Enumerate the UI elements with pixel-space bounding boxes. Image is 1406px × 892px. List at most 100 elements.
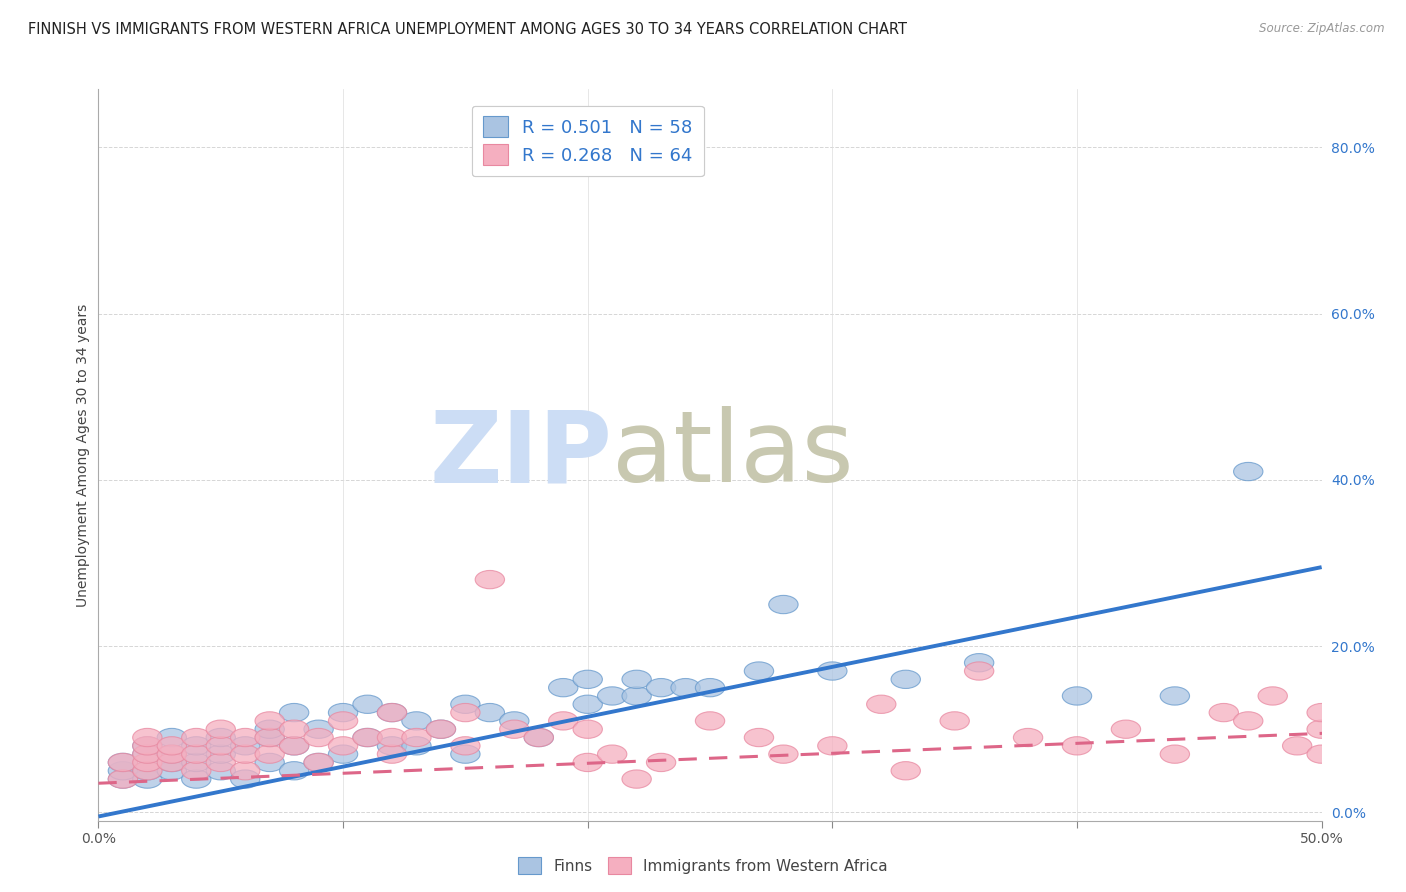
Ellipse shape (304, 754, 333, 772)
Ellipse shape (157, 729, 187, 747)
Ellipse shape (132, 762, 162, 780)
Ellipse shape (818, 662, 846, 681)
Ellipse shape (132, 762, 162, 780)
Ellipse shape (207, 745, 235, 764)
Ellipse shape (329, 704, 357, 722)
Ellipse shape (108, 754, 138, 772)
Ellipse shape (818, 737, 846, 755)
Ellipse shape (451, 745, 479, 764)
Ellipse shape (280, 737, 309, 755)
Ellipse shape (1308, 704, 1336, 722)
Ellipse shape (1233, 462, 1263, 481)
Ellipse shape (891, 762, 921, 780)
Ellipse shape (377, 704, 406, 722)
Ellipse shape (157, 737, 187, 755)
Ellipse shape (108, 770, 138, 789)
Ellipse shape (866, 695, 896, 714)
Ellipse shape (231, 729, 260, 747)
Ellipse shape (353, 695, 382, 714)
Ellipse shape (181, 729, 211, 747)
Ellipse shape (108, 762, 138, 780)
Ellipse shape (475, 704, 505, 722)
Ellipse shape (377, 737, 406, 755)
Ellipse shape (598, 687, 627, 705)
Ellipse shape (1160, 687, 1189, 705)
Ellipse shape (621, 770, 651, 789)
Ellipse shape (451, 695, 479, 714)
Ellipse shape (207, 762, 235, 780)
Ellipse shape (1209, 704, 1239, 722)
Ellipse shape (132, 745, 162, 764)
Ellipse shape (1233, 712, 1263, 730)
Ellipse shape (647, 754, 676, 772)
Y-axis label: Unemployment Among Ages 30 to 34 years: Unemployment Among Ages 30 to 34 years (76, 303, 90, 607)
Ellipse shape (280, 704, 309, 722)
Ellipse shape (1014, 729, 1043, 747)
Ellipse shape (132, 745, 162, 764)
Ellipse shape (1063, 687, 1091, 705)
Ellipse shape (157, 754, 187, 772)
Ellipse shape (548, 712, 578, 730)
Ellipse shape (231, 745, 260, 764)
Ellipse shape (181, 754, 211, 772)
Ellipse shape (1308, 745, 1336, 764)
Ellipse shape (574, 754, 602, 772)
Ellipse shape (499, 720, 529, 739)
Ellipse shape (254, 745, 284, 764)
Ellipse shape (426, 720, 456, 739)
Ellipse shape (965, 662, 994, 681)
Ellipse shape (132, 754, 162, 772)
Ellipse shape (744, 729, 773, 747)
Text: FINNISH VS IMMIGRANTS FROM WESTERN AFRICA UNEMPLOYMENT AMONG AGES 30 TO 34 YEARS: FINNISH VS IMMIGRANTS FROM WESTERN AFRIC… (28, 22, 907, 37)
Ellipse shape (132, 729, 162, 747)
Ellipse shape (451, 704, 479, 722)
Ellipse shape (1258, 687, 1288, 705)
Ellipse shape (254, 729, 284, 747)
Ellipse shape (769, 595, 799, 614)
Ellipse shape (181, 762, 211, 780)
Ellipse shape (157, 745, 187, 764)
Ellipse shape (574, 695, 602, 714)
Ellipse shape (231, 770, 260, 789)
Legend: R = 0.501   N = 58, R = 0.268   N = 64: R = 0.501 N = 58, R = 0.268 N = 64 (472, 105, 703, 176)
Ellipse shape (231, 737, 260, 755)
Ellipse shape (304, 720, 333, 739)
Ellipse shape (207, 720, 235, 739)
Ellipse shape (1160, 745, 1189, 764)
Text: atlas: atlas (612, 407, 853, 503)
Ellipse shape (181, 770, 211, 789)
Ellipse shape (1308, 720, 1336, 739)
Ellipse shape (451, 737, 479, 755)
Ellipse shape (524, 729, 554, 747)
Ellipse shape (475, 571, 505, 589)
Ellipse shape (181, 737, 211, 755)
Ellipse shape (280, 737, 309, 755)
Ellipse shape (329, 745, 357, 764)
Ellipse shape (1111, 720, 1140, 739)
Ellipse shape (254, 720, 284, 739)
Ellipse shape (207, 737, 235, 755)
Ellipse shape (574, 670, 602, 689)
Ellipse shape (965, 654, 994, 672)
Legend: Finns, Immigrants from Western Africa: Finns, Immigrants from Western Africa (512, 851, 894, 880)
Ellipse shape (157, 745, 187, 764)
Ellipse shape (377, 704, 406, 722)
Ellipse shape (254, 712, 284, 730)
Ellipse shape (426, 720, 456, 739)
Text: Source: ZipAtlas.com: Source: ZipAtlas.com (1260, 22, 1385, 36)
Ellipse shape (254, 754, 284, 772)
Ellipse shape (621, 687, 651, 705)
Ellipse shape (574, 720, 602, 739)
Ellipse shape (280, 762, 309, 780)
Ellipse shape (207, 754, 235, 772)
Text: ZIP: ZIP (429, 407, 612, 503)
Ellipse shape (402, 729, 432, 747)
Ellipse shape (548, 679, 578, 697)
Ellipse shape (207, 729, 235, 747)
Ellipse shape (132, 737, 162, 755)
Ellipse shape (304, 754, 333, 772)
Ellipse shape (402, 712, 432, 730)
Ellipse shape (304, 729, 333, 747)
Ellipse shape (524, 729, 554, 747)
Ellipse shape (181, 745, 211, 764)
